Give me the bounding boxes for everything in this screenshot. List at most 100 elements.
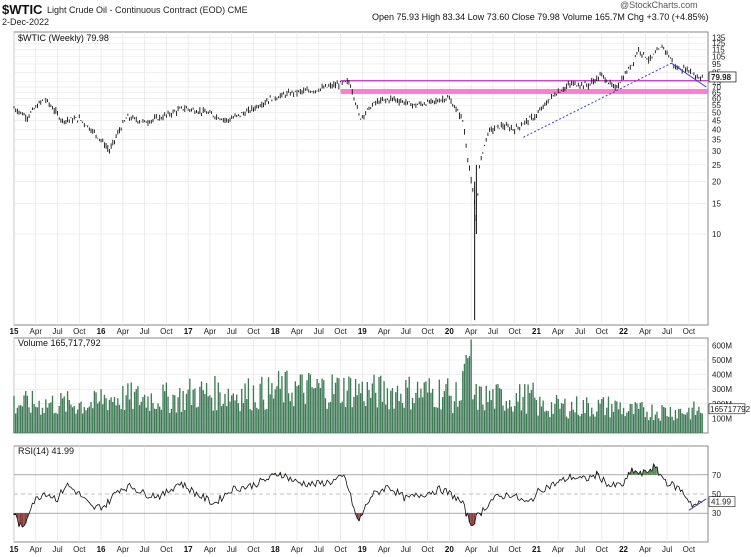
volume-bar [331,374,333,433]
volume-bar [560,403,563,433]
volume-bar [545,410,548,433]
volume-bar [220,406,223,433]
volume-bar [668,416,670,433]
x-tick-label-bottom: Oct [421,545,434,554]
volume-bar [686,412,688,433]
price-tick-label: 105 [712,52,726,61]
volume-bar [31,390,34,433]
x-tick-label-top: 18 [271,327,280,336]
volume-bar [167,396,169,433]
volume-bar [170,408,173,433]
volume-bar [555,395,558,433]
volume-bar [323,380,325,433]
x-tick-label-bottom: Apr [117,545,130,554]
volume-bar [495,384,497,433]
rsi-line [13,462,703,528]
x-tick-label-top: Jul [52,327,62,336]
volume-bar [430,392,432,433]
price-tick-label: 50 [712,108,721,117]
volume-bar [61,398,64,433]
volume-bar [550,402,553,433]
volume-bar [436,407,439,433]
volume-bar [50,402,52,433]
volume-bar [14,413,17,433]
volume-bar [338,378,340,433]
volume-bar [103,394,106,433]
price-tick-label: 45 [712,116,721,125]
price-tick-label: 115 [712,46,725,55]
volume-bar [200,381,203,433]
volume-bar [552,413,554,433]
volume-bar [366,381,369,433]
volume-bar [225,406,228,433]
volume-bar [452,413,454,433]
volume-bar [90,401,92,433]
volume-bar [396,385,399,433]
ohlc-readout: Open 75.93 High 83.34 Low 73.60 Close 79… [372,12,709,22]
volume-bar [358,383,360,433]
volume-bar [33,404,35,433]
volume-bar [20,405,22,433]
volume-bar [264,409,266,433]
volume-bar [666,416,668,433]
volume-bar [88,406,91,433]
volume-bar [443,391,446,433]
volume-bar [112,401,114,433]
volume-bar [634,402,636,433]
volume-bar [309,374,312,433]
volume-bar [609,417,611,433]
volume-pane-title: Volume 165,717,792 [18,338,101,348]
x-tick-label-bottom: 22 [619,545,628,554]
volume-bar [162,384,164,433]
volume-bar [239,411,241,433]
volume-bar [195,407,198,433]
x-tick-label-top: 21 [532,327,541,336]
volume-bar [693,401,695,433]
volume-bar [540,406,543,433]
volume-bar [282,402,285,433]
price-tick-label: 65 [712,89,721,98]
volume-bar [92,408,94,433]
volume-bar [659,420,662,433]
volume-bar [319,388,322,433]
volume-bar [596,411,598,433]
volume-bar [177,397,179,433]
volume-bar [70,404,72,433]
x-tick-label-bottom: Oct [508,545,521,554]
volume-bar [85,410,87,433]
volume-bar [179,388,181,433]
volume-bar [626,412,628,433]
volume-tick-label: 500M [712,356,732,365]
volume-bar [547,411,549,433]
volume-bar [698,406,700,433]
volume-bar [95,392,97,433]
x-tick-label-top: Jul [227,327,237,336]
volume-bar [231,395,233,433]
volume-bar [410,409,412,433]
price-tick-label: 95 [712,60,721,69]
volume-bar [574,412,576,433]
volume-bar [664,407,667,433]
volume-bar [125,395,127,433]
volume-bar [277,371,280,433]
volume-bar [371,383,374,433]
volume-bar [586,397,588,433]
volume-bar [53,413,55,433]
price-last-tag-box [708,71,737,83]
x-tick-label-top: Apr [378,327,391,336]
x-tick-label-bottom: 16 [97,545,106,554]
volume-bar [575,396,578,433]
volume-bar [390,390,392,433]
volume-bar [688,407,690,433]
volume-bar [498,388,501,433]
volume-bar [78,403,80,433]
volume-bar [205,383,208,433]
volume-bar [359,393,362,433]
volume-bar [639,402,641,433]
volume-bar [55,412,57,433]
volume-bar [58,405,60,433]
volume-bar [431,388,434,433]
volume-bar [607,396,610,433]
x-tick-label-bottom: Apr [204,545,217,554]
